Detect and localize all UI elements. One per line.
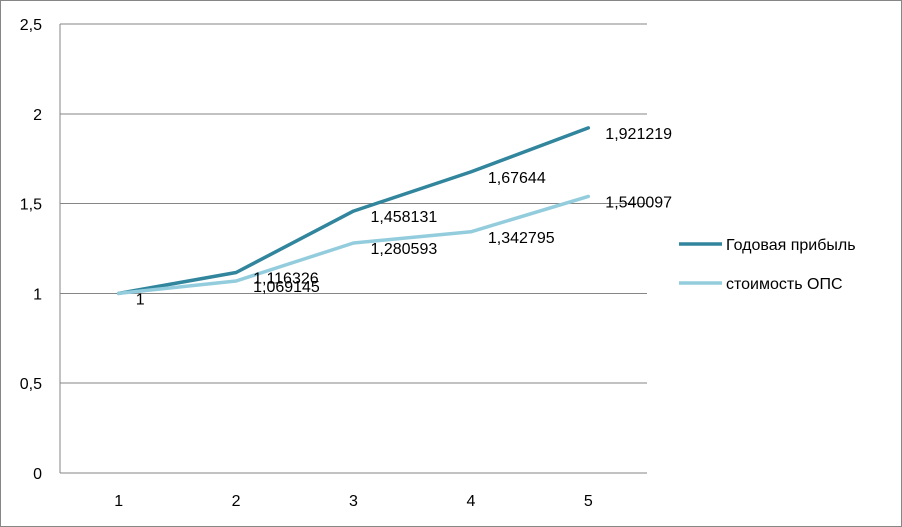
data-label: 1,069145: [253, 279, 320, 296]
x-axis-ticks: 1 2 3 4 5: [114, 493, 593, 510]
legend-label: Годовая прибыль: [726, 237, 856, 254]
data-label: 1: [136, 291, 145, 308]
series-line-1: [116, 126, 591, 296]
data-label: 1,280593: [371, 241, 438, 258]
gridlines: [59, 23, 647, 474]
y-axis-ticks: 0 0,5 1 1,5 2 2,5: [20, 17, 42, 483]
x-tick-label: 2: [232, 493, 241, 510]
series-line-2: [116, 194, 591, 296]
x-tick-label: 3: [349, 493, 358, 510]
x-tick-label: 5: [584, 493, 593, 510]
legend: Годовая прибыль стоимость ОПС: [679, 237, 856, 293]
data-label: 1,116326: [253, 271, 319, 288]
x-tick-label: 1: [114, 493, 123, 510]
y-tick-label: 0: [33, 466, 42, 483]
data-label: 1,67644: [488, 170, 546, 187]
y-tick-label: 2,5: [20, 17, 42, 34]
data-label: 1,458131: [371, 209, 438, 226]
y-tick-label: 1: [33, 286, 42, 303]
series-lines: [116, 126, 591, 296]
data-labels: 1 1,116326 1,458131 1,67644 1,921219 1,069145…: [136, 126, 672, 308]
y-tick-label: 0,5: [20, 376, 42, 393]
data-label: 1,342795: [488, 230, 555, 247]
x-tick-label: 4: [466, 493, 475, 510]
data-label: 1,540097: [605, 194, 672, 211]
legend-label: стоимость ОПС: [726, 276, 843, 293]
y-tick-label: 1,5: [20, 197, 42, 214]
y-tick-label: 2: [33, 107, 42, 124]
data-label: 1,921219: [605, 126, 672, 143]
